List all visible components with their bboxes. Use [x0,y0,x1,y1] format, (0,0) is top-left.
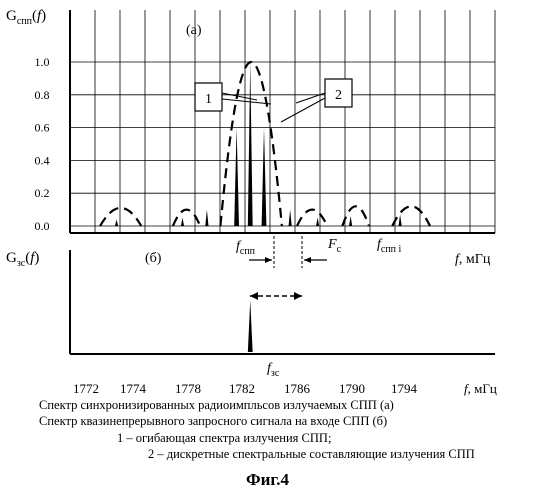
query-signal-series [248,300,253,352]
fzs-arrowhead-right [294,292,302,300]
callout-1: 1 [195,83,271,111]
Fc-arrowhead-left [265,257,272,263]
marker-fzs: fзс [267,361,280,379]
figure-title: Фиг.4 [0,470,535,490]
spectral-component [234,128,239,226]
x-tick-label: 1794 [391,381,418,396]
spectral-component [399,215,402,226]
marker-f-spp: fспп [236,239,256,257]
envelope-lobe [342,206,369,226]
caption-line-2: Спектр квазинепрерывного запросного сигн… [39,413,387,429]
y-tick-label: 0.4 [35,153,50,167]
callout-2: 2 [281,79,352,122]
bottom-x-ticks: 1772 1774 1778 1782 1786 1790 1794 [73,381,418,396]
spectral-component [289,210,292,226]
x-tick-label: 1790 [339,381,365,396]
chart-bottom: Gзс(f) (б) fзс 1772177417781782178617901… [6,250,497,396]
caption-line-4: 2 – дискретные спектральные составляющие… [148,446,475,462]
envelope-lobe [173,210,200,226]
query-signal-component [248,300,253,352]
envelope-lobe [297,210,327,226]
y-tick-label: 0.0 [35,219,50,233]
chart-top: 0.0 0.2 0.4 0.6 0.8 1.0 Gспп(f) (а) 1 2 fспп … [6,8,495,267]
Fc-arrowhead-right [304,257,311,263]
callout-1-leader-b [222,99,271,104]
y-tick-label: 0.6 [35,121,50,135]
top-x-axis-label: f, мГц [455,252,491,267]
bottom-panel-label: (б) [145,251,162,266]
x-tick-label: 1778 [175,381,201,396]
x-tick-label: 1774 [120,381,147,396]
spectral-component [262,128,267,226]
y-tick-label: 0.2 [35,186,50,200]
spectral-component [349,216,352,226]
top-y-ticks: 0.0 0.2 0.4 0.6 0.8 1.0 [35,55,50,233]
caption-line-1: Спектр синхронизированных радиоимпльсов … [39,397,394,413]
callout-1-leader-a [222,93,257,100]
x-tick-label: 1786 [284,381,311,396]
spectral-component [115,219,118,226]
bottom-y-label: Gзс(f) [6,250,39,269]
top-panel-label: (а) [186,23,202,38]
envelope-lobe [392,206,430,226]
callout-1-label: 1 [205,92,212,107]
marker-f-spp-i: fспп i [377,237,402,255]
top-y-label: Gспп(f) [6,8,46,27]
fzs-arrowhead-left [250,292,258,300]
spectral-component [181,218,184,226]
y-tick-label: 0.8 [35,88,50,102]
discrete-components-series [115,62,402,226]
spectral-component [205,210,208,226]
envelope-lobe [100,208,141,226]
x-tick-label: 1782 [229,381,255,396]
callout-2-label: 2 [335,88,342,103]
y-tick-label: 1.0 [35,55,50,69]
spectral-component [248,62,253,226]
marker-Fc: Fc [327,237,342,255]
caption-line-3: 1 – огибающая спектра излучения СПП; [117,430,331,446]
spectral-component [316,218,319,226]
callout-2-leader-b [281,98,325,122]
bottom-x-axis-label: f, мГц [464,381,497,396]
Fc-spacing-indicator [249,236,327,268]
x-tick-label: 1772 [73,381,99,396]
